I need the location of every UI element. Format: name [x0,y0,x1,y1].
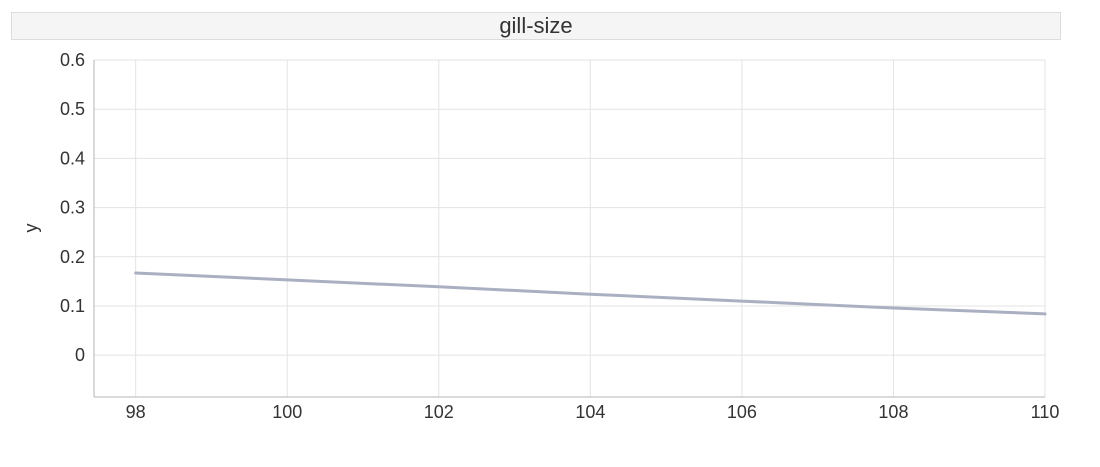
axes [93,60,1045,398]
y-tick-label: 0.6 [60,50,85,70]
y-tick-label: 0.2 [60,247,85,267]
y-tick-label: 0.1 [60,296,85,316]
y-axis-label: y [21,224,41,233]
y-tick-label: 0.3 [60,198,85,218]
series-line-0 [134,271,1047,316]
x-axis-ticks: 98 100 102 104 106 108 110 [126,402,1060,422]
x-tick-label: 104 [575,402,605,422]
y-tick-label: 0.4 [60,148,85,168]
x-tick-label: 106 [727,402,757,422]
x-tick-label: 108 [878,402,908,422]
x-tick-label: 100 [272,402,302,422]
y-axis-ticks: 0 0.1 0.2 0.3 0.4 0.5 0.6 [60,50,85,365]
y-tick-label: 0 [75,345,85,365]
x-tick-label: 110 [1031,402,1060,422]
x-tick-label: 102 [424,402,454,422]
x-tick-label: 98 [126,402,146,422]
series-group [134,271,1047,316]
y-tick-label: 0.5 [60,99,85,119]
chart-title: gill-size [11,12,1061,40]
grid [94,59,1046,397]
